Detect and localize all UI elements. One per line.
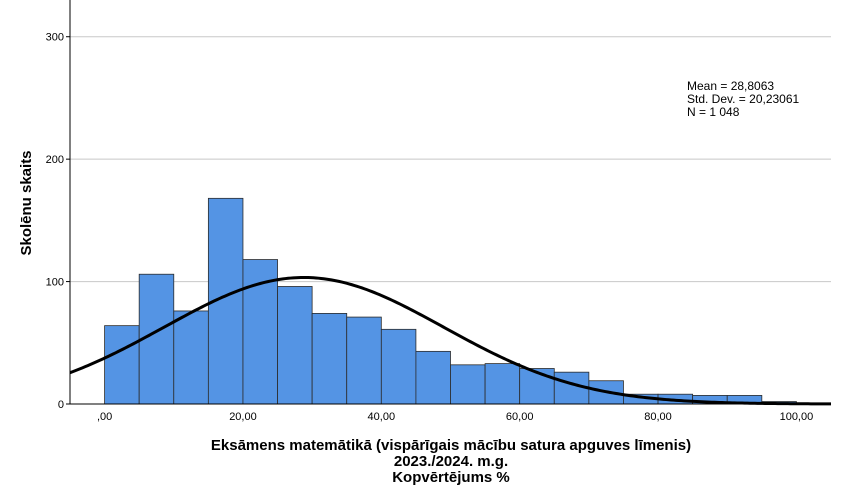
histogram-bar-6 [311, 313, 348, 405]
x-tick-label: ,00 [97, 411, 112, 423]
x-axis-label-line-3: Kopvērtējums % [392, 469, 510, 486]
histogram-bar-7 [346, 316, 382, 405]
y-tick-label: 100 [46, 277, 64, 289]
histogram-bar-9 [415, 350, 451, 405]
axes [66, 0, 831, 405]
histogram-bar-11 [484, 363, 521, 405]
histogram-bar-8 [380, 328, 417, 405]
y-tick-label: 200 [46, 154, 64, 166]
normal-curve-layer [69, 275, 831, 406]
x-axis-label-line-1: Eksāmens matemātikā (vispārīgais mācību … [211, 437, 691, 454]
x-tick-label: 100,00 [780, 411, 814, 423]
y-axis-label: Skolēnu skaits [18, 150, 35, 255]
x-tick-label: 80,00 [644, 411, 672, 423]
x-tick-label: 40,00 [368, 411, 396, 423]
x-axis-label-line-2: 2023./2024. m.g. [394, 453, 508, 470]
x-tick-label: 20,00 [229, 411, 257, 423]
stats-n: N = 1 048 [687, 105, 740, 119]
y-tick-label: 300 [46, 32, 64, 44]
y-tick-label: 0 [58, 399, 64, 411]
tick-labels: 0 100 200 300 ,00 20,00 40,00 60,00 80,00 100,00 [46, 32, 814, 423]
histogram-bar-10 [450, 364, 486, 405]
stats-mean: Mean = 28,8063 [687, 79, 774, 93]
stats-std-dev: Std. Dev. = 20,23061 [687, 92, 800, 106]
x-tick-label: 60,00 [506, 411, 534, 423]
histogram-bar-5 [277, 286, 313, 405]
normal-curve [69, 275, 831, 406]
histogram-bar-0 [104, 325, 140, 405]
histogram-bar-2 [173, 310, 209, 405]
histogram-bars [104, 197, 797, 405]
gridlines [70, 36, 831, 283]
